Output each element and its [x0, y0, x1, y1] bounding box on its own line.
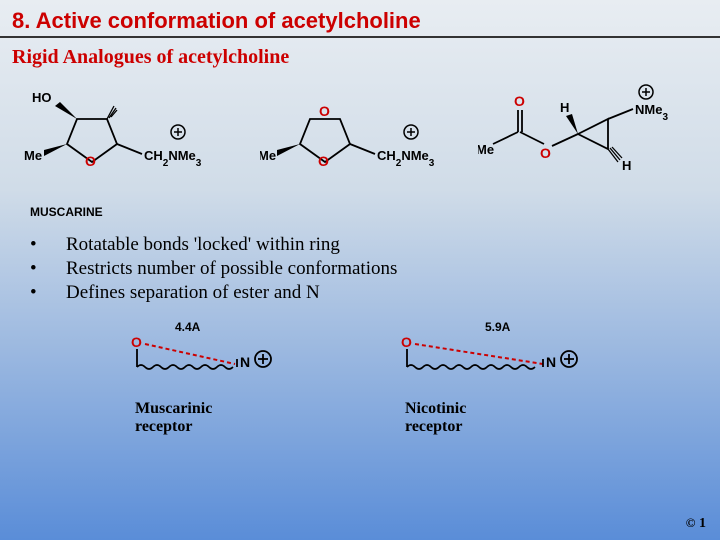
svg-text:NMe3: NMe3: [635, 102, 668, 123]
svg-text:O: O: [131, 334, 142, 350]
structure-muscarine: HO Me O CH2NMe3: [10, 84, 243, 194]
bullet-item: •Defines separation of ester and N: [30, 281, 690, 305]
svg-text:CH2NMe3: CH2NMe3: [144, 148, 202, 169]
page-title: 8. Active conformation of acetylcholine: [0, 0, 720, 38]
svg-text:O: O: [540, 145, 551, 161]
footer: © 1: [686, 515, 706, 532]
svg-text:Me: Me: [478, 142, 494, 157]
svg-text:H: H: [622, 158, 631, 173]
label-me2: Me: [260, 148, 276, 163]
svg-text:CH2NMe3: CH2NMe3: [377, 148, 435, 169]
receptor-label-right: Nicotinic receptor: [385, 400, 605, 436]
svg-text:N: N: [546, 354, 556, 370]
distance-right: 5.9A: [485, 320, 511, 334]
structure-dioxolane: O O Me CH2NMe3: [243, 84, 476, 194]
svg-text:H: H: [560, 100, 569, 115]
muscarine-label: MUSCARINE: [0, 205, 720, 219]
bullet-item: •Rotatable bonds 'locked' within ring: [30, 233, 690, 257]
receptors-row: 4.4A O N Muscarinic receptor 5.9A O N: [0, 311, 720, 436]
svg-text:O: O: [514, 93, 525, 109]
label-o-bot: O: [318, 153, 329, 169]
label-o-top: O: [319, 103, 330, 119]
distance-left: 4.4A: [175, 320, 201, 334]
bullet-list: •Rotatable bonds 'locked' within ring •R…: [0, 219, 720, 311]
label-ch: CH: [144, 148, 163, 163]
page-number: 1: [699, 516, 706, 531]
label-me: Me: [24, 148, 42, 163]
receptor-muscarinic: 4.4A O N Muscarinic receptor: [115, 319, 305, 436]
structures-row: HO Me O CH2NMe3 O O M: [0, 73, 720, 203]
svg-text:O: O: [401, 334, 412, 350]
subtitle: Rigid Analogues of acetylcholine: [0, 38, 720, 73]
label-ho: HO: [32, 90, 52, 105]
label-o: O: [85, 153, 96, 169]
receptor-label-left: Muscarinic receptor: [115, 400, 305, 436]
structure-cyclopropane: Me O O H H NMe3: [477, 84, 710, 194]
bullet-item: •Restricts number of possible conformati…: [30, 257, 690, 281]
svg-text:N: N: [240, 354, 250, 370]
receptor-nicotinic: 5.9A O N Nicotinic receptor: [385, 319, 605, 436]
copyright-icon: ©: [686, 515, 696, 530]
